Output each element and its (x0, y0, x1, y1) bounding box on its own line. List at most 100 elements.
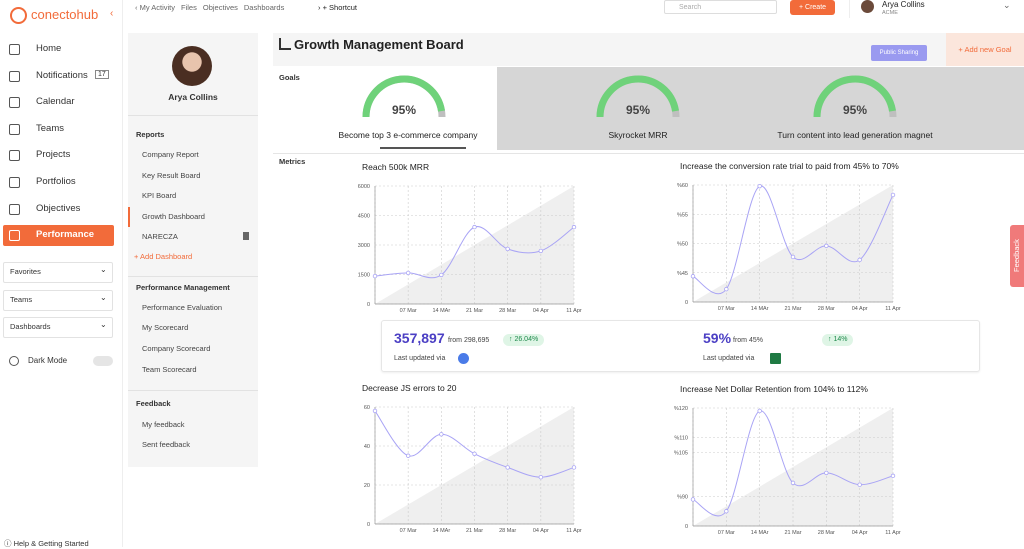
y-tick-label: %45 (677, 271, 688, 277)
shortcut[interactable]: › + Shortcut (318, 3, 357, 12)
point (439, 272, 444, 278)
user-org: ACME (882, 10, 898, 16)
point (571, 465, 577, 470)
x-tick-label: 28 Mar (818, 306, 835, 312)
section[interactable] (3, 262, 113, 283)
chevron: ⌄ (100, 293, 107, 302)
dark-mode: Dark Mode (28, 356, 68, 365)
nav-item[interactable]: Performance (36, 229, 95, 240)
y-tick-label: 60 (364, 405, 370, 411)
nav-icon (9, 177, 20, 188)
x-tick-label: 21 Mar (466, 528, 483, 534)
y-tick-label: 1500 (358, 273, 370, 279)
menu-item[interactable]: KPI Board (142, 191, 177, 200)
add-goal[interactable]: + Add new Goal (946, 33, 1024, 66)
delete-icon (243, 232, 249, 240)
user-avatar (861, 0, 874, 13)
create-button[interactable]: + Create (790, 0, 835, 15)
search-placeholder: Search (679, 4, 702, 11)
menu-item[interactable]: Growth Dashboard (142, 212, 205, 221)
summary-from: from 298,695 (448, 337, 490, 344)
search[interactable]: Search (664, 0, 777, 14)
x-tick-label: 04 Apr (533, 528, 549, 534)
section[interactable] (3, 290, 113, 311)
section-label: Teams (10, 295, 33, 304)
nav-icon (9, 44, 20, 55)
y-tick-label: 0 (685, 524, 688, 530)
menu-item[interactable]: Company Report (142, 150, 199, 159)
nav-item[interactable]: Portfolios (36, 176, 76, 187)
x-tick-label: 11 Apr (566, 528, 582, 534)
breadcrumb[interactable]: Objectives (202, 3, 238, 12)
y-tick-label: 4500 (358, 214, 370, 220)
toggle[interactable] (93, 356, 113, 366)
y-tick-label: 0 (367, 522, 370, 528)
chart-title: Decrease JS errors to 20 (362, 383, 457, 393)
y-tick-label: 20 (364, 483, 370, 489)
nav-item[interactable]: Projects (36, 149, 71, 160)
chevron: ⌄ (100, 265, 107, 274)
point (824, 470, 829, 476)
point (372, 273, 378, 279)
goal-underline (380, 147, 466, 149)
section-label: Favorites (10, 267, 41, 276)
point (724, 286, 729, 292)
moon-icon (9, 356, 19, 366)
y-tick-label: 6000 (358, 184, 370, 190)
menu-item[interactable]: Key Result Board (142, 171, 201, 180)
summary-from: from 45% (733, 337, 763, 344)
y-tick-label: %55 (677, 212, 688, 218)
menu-item[interactable]: Company Scorecard (142, 344, 211, 353)
nav-item[interactable]: Objectives (36, 203, 81, 214)
gauge-label: 95% (392, 103, 416, 117)
menu-item[interactable]: Team Scorecard (142, 365, 197, 374)
menu-item[interactable]: My feedback (142, 420, 185, 429)
x-tick-label: 11 Apr (885, 530, 901, 536)
nav-item[interactable]: Home (36, 43, 62, 54)
menu-item[interactable]: NARECZA (142, 232, 178, 241)
point (857, 257, 862, 263)
x-tick-label: 14 MAr (432, 528, 450, 534)
point (538, 475, 544, 480)
add-dashboard[interactable]: + Add Dashboard (134, 252, 193, 261)
x-tick-label: 21 Mar (784, 306, 801, 312)
help[interactable]: ⓘ Help & Getting Started (4, 538, 89, 549)
y-tick-label: %110 (674, 436, 688, 442)
x-tick-label: 04 Apr (533, 308, 549, 314)
chart-title: Increase Net Dollar Retention from 104% … (680, 384, 868, 394)
feedback-tab[interactable] (1010, 225, 1024, 287)
menu-item[interactable]: My Scorecard (142, 323, 189, 332)
gauge-fill (596, 75, 679, 118)
user-menu[interactable]: ⌄ (1003, 0, 1011, 10)
menu-item[interactable]: Performance Evaluation (142, 303, 223, 312)
nav-item[interactable]: Notifications (36, 70, 88, 81)
nav-item[interactable]: Calendar (36, 96, 75, 107)
chart-title: Increase the conversion rate trial to pa… (680, 161, 899, 171)
x-tick-label: 21 Mar (466, 308, 483, 314)
nav-icon (9, 124, 20, 135)
nav-item[interactable]: Teams (36, 123, 64, 134)
breadcrumb[interactable]: Dashboards (243, 3, 285, 12)
public-sharing[interactable]: Public Sharing (871, 45, 927, 61)
x-tick-label: 04 Apr (852, 306, 868, 312)
board-title: Growth Management Board (294, 37, 464, 52)
menu-heading: Performance Management (136, 283, 230, 292)
breadcrumb[interactable]: Files (181, 3, 197, 12)
collapse[interactable]: ‹ (110, 8, 114, 19)
x-tick-label: 28 Mar (499, 528, 516, 534)
x-tick-label: 11 Apr (566, 308, 582, 314)
nav-icon (9, 230, 20, 241)
divider (128, 390, 258, 391)
active-nav-bg (3, 225, 114, 246)
shortcut-text: Shortcut (329, 3, 357, 12)
point (890, 192, 896, 198)
menu-item[interactable]: Sent feedback (142, 440, 190, 449)
goal-name: Turn content into lead generation magnet (777, 130, 933, 140)
y-tick-label: %60 (677, 183, 688, 189)
source-icon (458, 353, 469, 364)
breadcrumb[interactable]: My Activity (139, 3, 176, 12)
point (857, 482, 862, 487)
section[interactable] (3, 317, 113, 338)
change-text: 26.04% (514, 336, 539, 343)
